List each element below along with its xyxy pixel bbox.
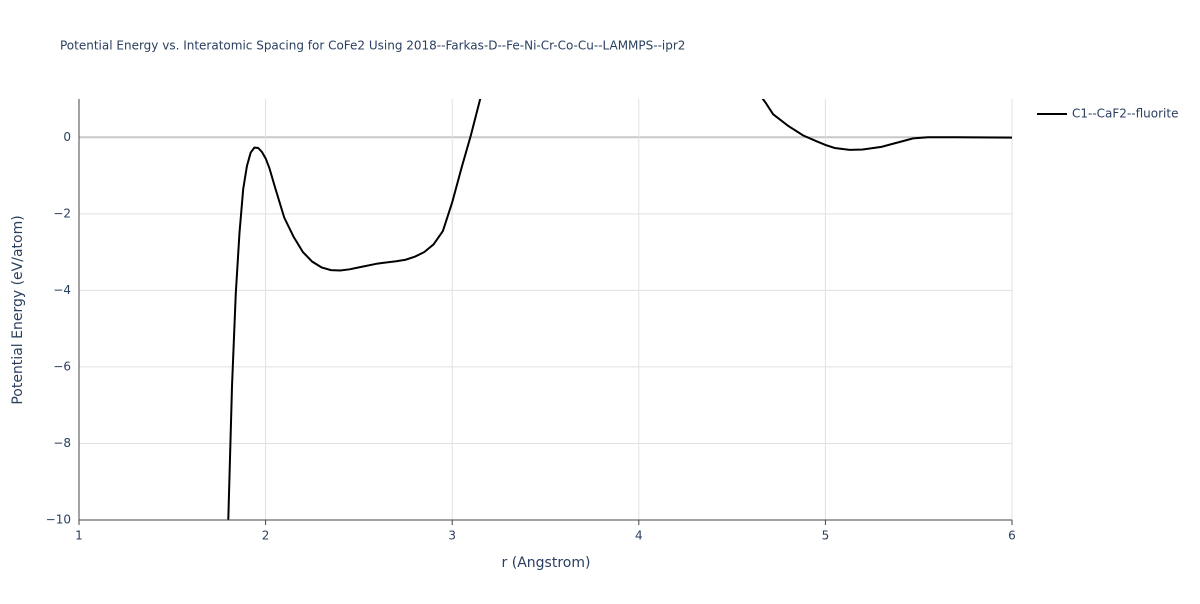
x-tick-label: 2 bbox=[262, 529, 270, 543]
x-tick-label: 6 bbox=[1008, 529, 1016, 543]
x-axis-title: r (Angstrom) bbox=[502, 555, 591, 571]
y-tick-label: −8 bbox=[53, 436, 71, 450]
y-tick-label: −4 bbox=[53, 283, 71, 297]
y-tick-label: −6 bbox=[53, 359, 71, 373]
chart-title: Potential Energy vs. Interatomic Spacing… bbox=[60, 39, 685, 53]
x-tick-label: 3 bbox=[448, 529, 456, 543]
x-tick-label: 4 bbox=[635, 529, 643, 543]
plot-area bbox=[227, 99, 1013, 520]
axes: −10 −8 −6 −4 −2 0 1 2 3 4 5 6 C1--CaF2--fluorite bbox=[46, 99, 1178, 543]
y-tick-label: −10 bbox=[46, 513, 71, 527]
data-line bbox=[227, 99, 1013, 520]
legend-label: C1--CaF2--fluorite bbox=[1072, 107, 1178, 121]
grid bbox=[78, 99, 1013, 521]
y-tick-label: −2 bbox=[53, 206, 71, 220]
x-tick-label: 5 bbox=[822, 529, 830, 543]
y-tick-label: 0 bbox=[63, 130, 71, 144]
y-axis-title: Potential Energy (eV/atom) bbox=[10, 215, 26, 404]
x-tick-label: 1 bbox=[75, 529, 83, 543]
